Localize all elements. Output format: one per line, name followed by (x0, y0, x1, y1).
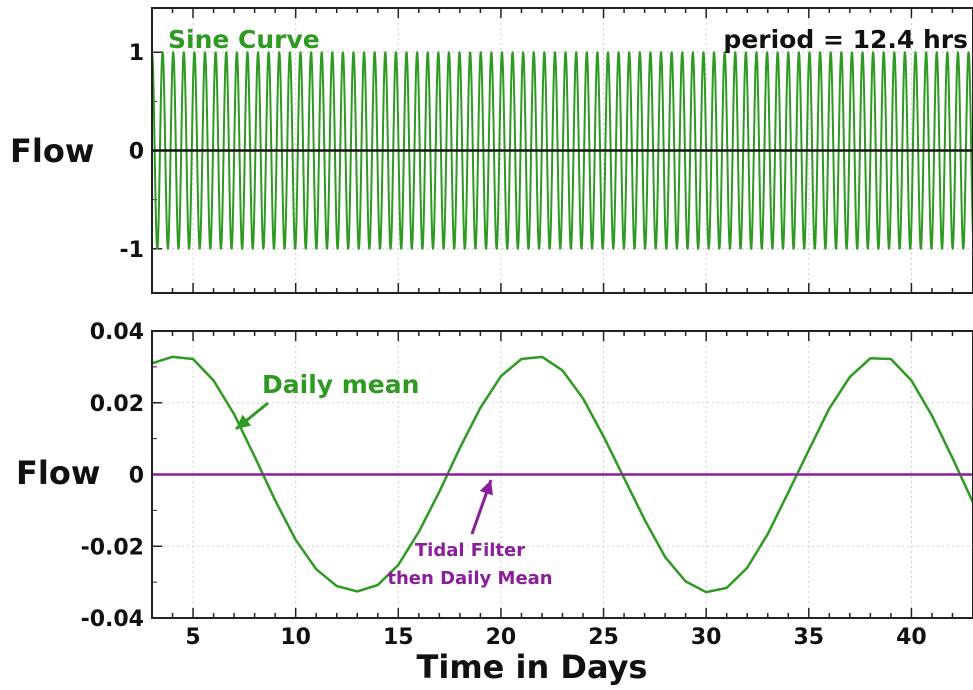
sine-curve-label: Sine Curve (168, 25, 320, 54)
x-tick-label: 5 (185, 625, 200, 650)
y-tick-label: 0 (129, 464, 144, 489)
bottom-series (151, 355, 973, 594)
y-tick-label: 0 (129, 140, 144, 165)
tidal-filter-arrowhead (479, 480, 493, 496)
bottom-y-axis-label: Flow (16, 454, 100, 492)
bottom-plot-frame (151, 330, 973, 619)
y-tick-label: -1 (120, 238, 144, 263)
period-label: period = 12.4 hrs (723, 25, 968, 54)
x-axis-label: Time in Days (417, 648, 648, 686)
x-tick-label: 10 (280, 625, 311, 650)
top-y-axis-label: Flow (10, 132, 94, 170)
x-tick-label: 25 (588, 625, 619, 650)
y-tick-label: -0.04 (81, 607, 144, 632)
tidal-filter-label-line1: Tidal Filter (415, 540, 525, 561)
x-tick-label: 40 (896, 625, 927, 650)
series-line-1 (151, 51, 973, 250)
x-tick-label: 30 (691, 625, 722, 650)
tidal-filter-label-line2: then Daily Mean (387, 568, 552, 589)
x-tick-label: 15 (383, 625, 414, 650)
top-series (151, 51, 973, 250)
top-ticks: -1 0 1 (120, 8, 973, 293)
y-tick-label: -0.02 (81, 535, 144, 560)
bottom-ticks: 5 10 15 20 25 30 35 40 -0.04 -0.02 0 0.02 0.04 (81, 320, 973, 650)
y-tick-label: 0.02 (90, 392, 144, 417)
top-plot-frame (151, 7, 973, 294)
daily-mean-arrowhead (236, 414, 252, 429)
y-tick-label: 0.04 (90, 320, 144, 345)
y-tick-label: 1 (129, 41, 144, 66)
daily-mean-label: Daily mean (262, 370, 419, 399)
x-tick-label: 35 (793, 625, 824, 650)
top-panel: -1 0 1 Flow Sine Curve period = 12.4 hrs (10, 7, 973, 294)
series-line-1 (151, 355, 973, 594)
x-tick-label: 20 (486, 625, 517, 650)
